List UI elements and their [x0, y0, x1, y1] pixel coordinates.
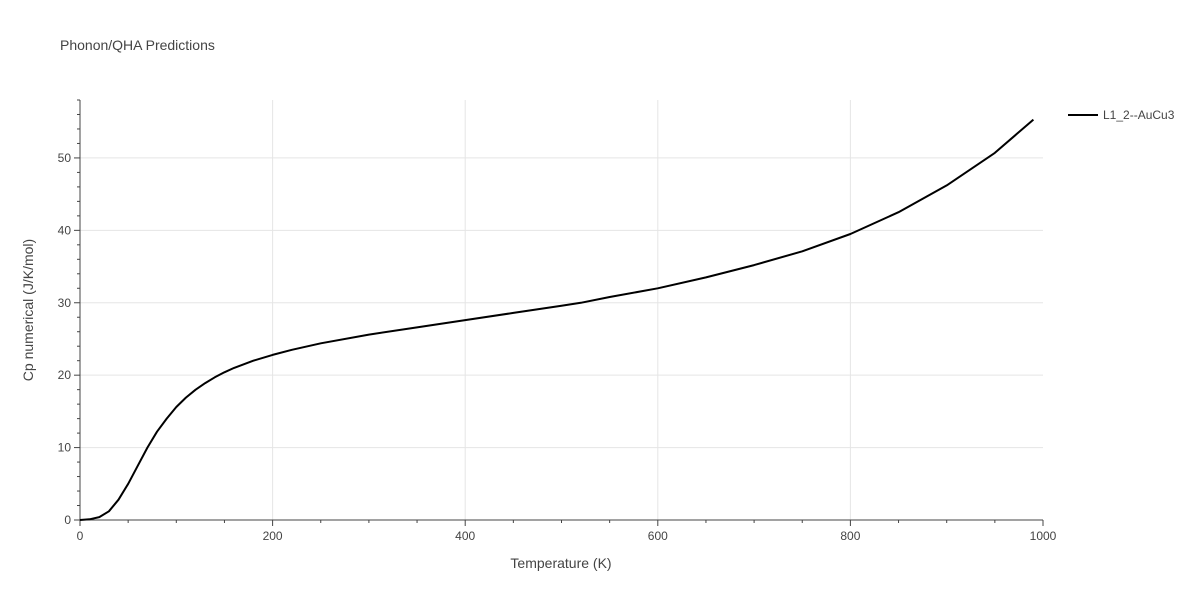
y-axis-title: Cp numerical (J/K/mol) [20, 239, 36, 381]
x-axis-title: Temperature (K) [510, 555, 611, 571]
gridlines [80, 100, 1043, 520]
y-tick-label: 50 [58, 151, 72, 165]
series-layer [79, 118, 1035, 521]
legend-label[interactable]: L1_2--AuCu3 [1103, 108, 1175, 122]
y-tick-label: 0 [64, 513, 71, 527]
y-tick-label: 20 [58, 368, 72, 382]
y-axis-ticks: 0 10 20 30 40 50 [58, 99, 80, 527]
legend[interactable]: L1_2--AuCu3 [1068, 108, 1175, 122]
y-tick-label: 40 [58, 223, 72, 237]
x-tick-label: 800 [840, 529, 860, 543]
y-tick-label: 10 [58, 441, 72, 455]
x-tick-label: 400 [455, 529, 475, 543]
axes [79, 100, 1043, 521]
x-tick-label: 600 [648, 529, 668, 543]
x-tick-label: 0 [77, 529, 84, 543]
y-tick-label: 30 [58, 296, 72, 310]
x-tick-label: 1000 [1030, 529, 1057, 543]
x-axis-ticks: 0 200 400 600 800 1000 [77, 520, 1057, 543]
x-tick-label: 200 [263, 529, 283, 543]
series-line-L1_2--AuCu3 [79, 118, 1035, 521]
chart-title: Phonon/QHA Predictions [60, 37, 215, 53]
